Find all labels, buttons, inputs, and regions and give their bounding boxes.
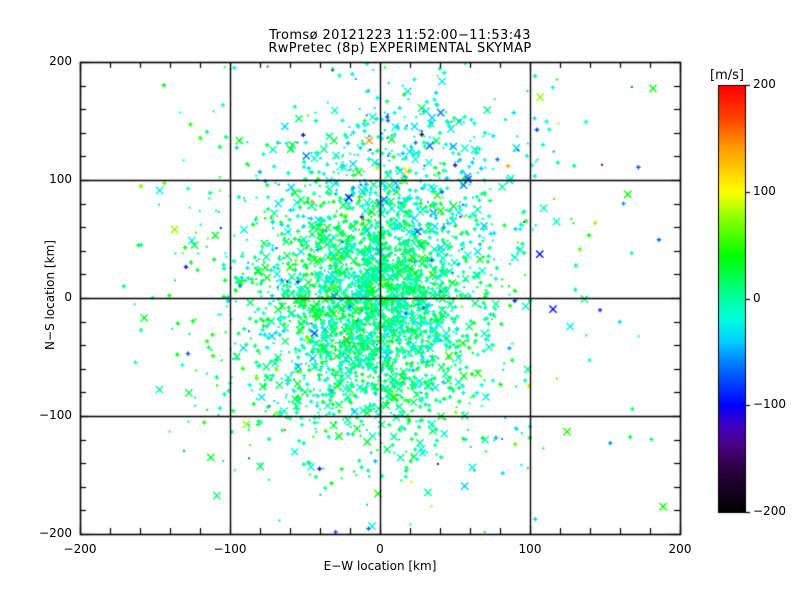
x-tick-label-4: 200 bbox=[668, 542, 692, 556]
colorbar-tick-label-4: 200 bbox=[753, 77, 776, 91]
colorbar-tick-label-0: −200 bbox=[753, 504, 786, 518]
colorbar-tick-label-2: 0 bbox=[753, 290, 761, 305]
y-tick-label-2: 0 bbox=[64, 290, 72, 304]
x-tick-label-3: 100 bbox=[518, 542, 542, 556]
y-tick-label-0: −200 bbox=[39, 526, 72, 540]
colorbar-tick-label-3: 100 bbox=[753, 183, 776, 198]
x-tick-label-1: −100 bbox=[213, 542, 247, 556]
x-tick-label-2: 0 bbox=[376, 542, 384, 556]
y-tick-label-3: 100 bbox=[49, 172, 72, 186]
y-tick-label-1: −100 bbox=[39, 408, 72, 422]
y-tick-label-4: 200 bbox=[49, 54, 72, 68]
colorbar-tick-label-1: −100 bbox=[753, 397, 786, 412]
x-tick-label-0: −200 bbox=[63, 542, 97, 556]
